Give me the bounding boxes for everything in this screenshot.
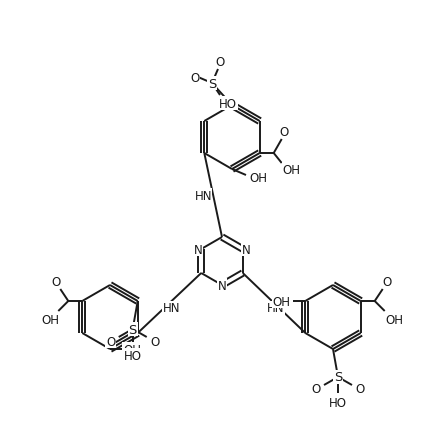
Text: OH: OH [386,313,404,326]
Text: S: S [208,77,216,90]
Text: O: O [312,383,321,396]
Text: HO: HO [219,97,237,110]
Text: OH: OH [272,295,290,308]
Text: HN: HN [267,302,285,315]
Text: N: N [241,243,250,256]
Text: O: O [190,71,199,84]
Text: N: N [194,243,202,256]
Text: O: O [106,335,115,348]
Text: O: O [279,125,288,138]
Text: HN: HN [194,189,212,202]
Text: O: O [52,275,61,288]
Text: S: S [129,323,137,336]
Text: N: N [218,279,227,292]
Text: OH: OH [123,343,141,356]
Text: HO: HO [124,349,142,362]
Text: OH: OH [41,313,59,326]
Text: O: O [356,383,364,396]
Text: O: O [215,55,225,68]
Text: HO: HO [329,396,347,409]
Text: S: S [334,371,342,384]
Text: OH: OH [283,163,301,176]
Text: HN: HN [163,302,180,315]
Text: OH: OH [249,171,267,184]
Text: O: O [382,275,391,288]
Text: O: O [150,335,159,348]
